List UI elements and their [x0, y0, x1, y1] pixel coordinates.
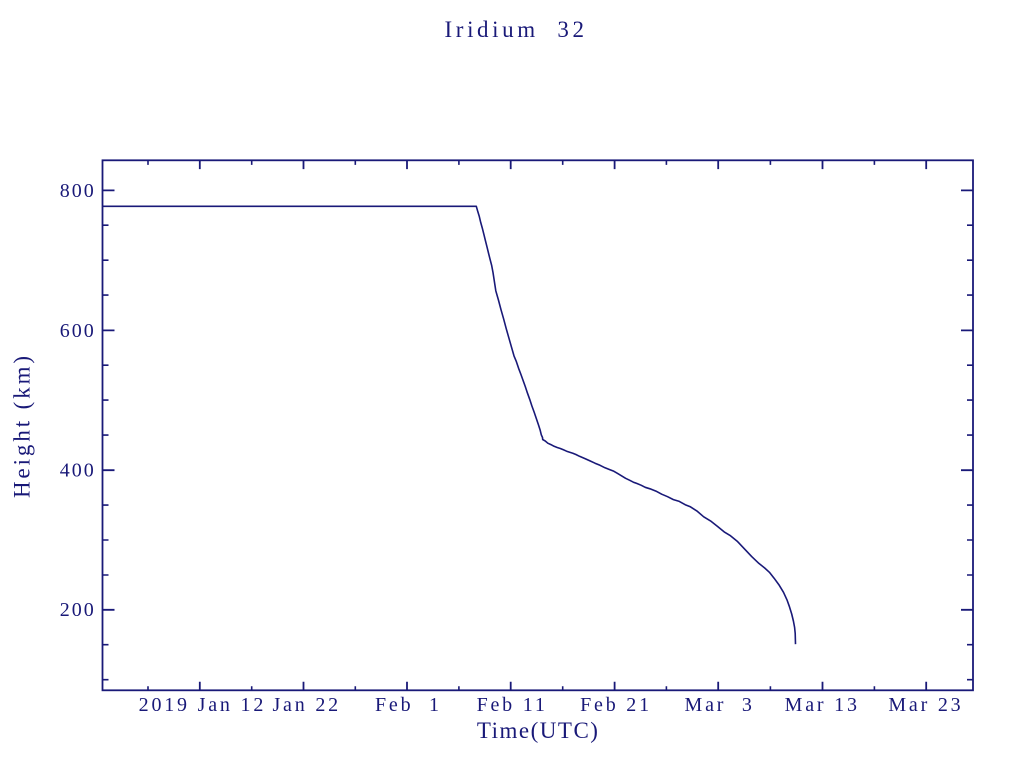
svg-text:Jan 22: Jan 22: [272, 694, 340, 716]
svg-text:Feb 21: Feb 21: [580, 694, 652, 716]
svg-text:800: 800: [60, 180, 96, 202]
svg-text:Feb 1: Feb 1: [375, 694, 442, 716]
svg-text:Iridium 32: Iridium 32: [445, 17, 588, 42]
svg-text:Mar 23: Mar 23: [888, 694, 963, 716]
svg-text:Feb 11: Feb 11: [477, 694, 548, 716]
svg-text:200: 200: [60, 599, 96, 621]
svg-text:2019 Jan 12: 2019 Jan 12: [139, 694, 266, 716]
svg-text:400: 400: [60, 460, 96, 482]
svg-text:600: 600: [60, 320, 96, 342]
svg-text:Time(UTC): Time(UTC): [477, 718, 600, 743]
svg-text:Height (km): Height (km): [10, 353, 35, 498]
svg-text:Mar 3: Mar 3: [685, 694, 755, 716]
svg-text:Mar 13: Mar 13: [785, 694, 860, 716]
